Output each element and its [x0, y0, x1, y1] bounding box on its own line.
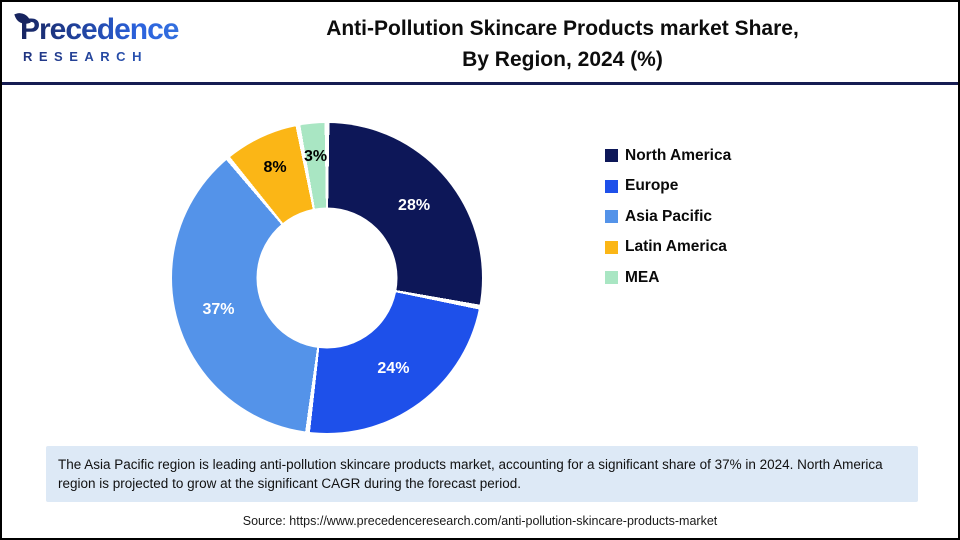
note-text: The Asia Pacific region is leading anti-…	[58, 457, 883, 491]
source-text: Source: https://www.precedenceresearch.c…	[242, 514, 718, 528]
legend-swatch-icon	[605, 179, 618, 193]
legend-swatch-icon	[605, 271, 618, 284]
note-box: The Asia Pacific region is leading anti-…	[46, 446, 918, 502]
slice-label: 8%	[263, 158, 287, 176]
legend-item: Europe	[605, 173, 731, 200]
donut-hole	[256, 207, 398, 349]
logo-brand-label: Precedence	[20, 13, 179, 46]
legend-label: MEA	[625, 268, 660, 286]
legend-swatch-icon	[605, 149, 618, 162]
logo: Precedence RESEARCH	[2, 2, 237, 82]
legend-swatch-icon	[605, 210, 618, 223]
legend-label: Asia Pacific	[625, 207, 713, 225]
chart-title-line1: Anti-Pollution Skincare Products market …	[326, 17, 799, 40]
chart-title: Anti-Pollution Skincare Products market …	[237, 2, 958, 82]
slice-label: 24%	[377, 360, 410, 378]
slice-labels: 28% 24% 37% 8% 3%	[172, 123, 482, 433]
chart-title-line2: By Region, 2024 (%)	[462, 48, 663, 71]
legend-item: North America	[605, 142, 731, 169]
slice-label: 3%	[303, 147, 328, 165]
legend-item: Latin America	[605, 234, 731, 261]
legend-item: MEA	[605, 264, 731, 291]
donut-chart: 28% 24% 37% 8% 3%	[172, 123, 482, 433]
logo-sub-text: RESEARCH	[20, 49, 237, 64]
slice-label: 28%	[398, 196, 431, 214]
header: Precedence RESEARCH Anti-Pollution Skinc…	[2, 2, 958, 85]
legend-swatch-icon	[605, 240, 618, 254]
legend-label: North America	[625, 146, 732, 164]
logo-brand-text: Precedence	[14, 10, 237, 46]
slice-label: 37%	[202, 300, 235, 318]
legend: North America Europe Asia Pacific Latin Ame…	[605, 142, 731, 295]
legend-label: Europe	[625, 177, 679, 194]
legend-label: Latin America	[625, 238, 727, 255]
legend-item: Asia Pacific	[605, 203, 731, 230]
